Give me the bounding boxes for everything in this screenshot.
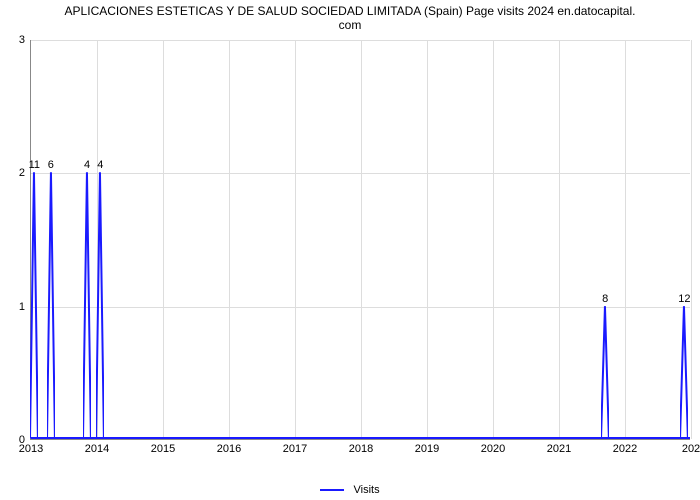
x-tick-label: 2014 <box>85 443 109 455</box>
legend-label: Visits <box>353 484 379 496</box>
x-tick-label: 2022 <box>613 443 637 455</box>
gridline-v <box>427 40 428 439</box>
title-line-1: APLICACIONES ESTETICAS Y DE SALUD SOCIED… <box>65 4 636 18</box>
plot-area: 0123201320142015201620172018201920202021… <box>30 40 690 440</box>
gridline-v <box>691 40 692 439</box>
gridline-v <box>295 40 296 439</box>
spike-value-label: 4 <box>97 159 103 171</box>
visits-line-chart: 0123201320142015201620172018201920202021… <box>30 40 690 440</box>
title-line-2: com <box>339 18 362 32</box>
chart-title: APLICACIONES ESTETICAS Y DE SALUD SOCIED… <box>0 4 700 33</box>
legend-swatch <box>320 489 344 491</box>
spike-value-label: 8 <box>602 293 608 305</box>
x-tick-label: 2020 <box>481 443 505 455</box>
gridline-v <box>163 40 164 439</box>
x-tick-label: 2016 <box>217 443 241 455</box>
spike-value-label: 4 <box>84 159 90 171</box>
baseline <box>31 437 690 439</box>
gridline-v <box>229 40 230 439</box>
x-tick-label: 2021 <box>547 443 571 455</box>
data-spike <box>601 306 609 439</box>
x-tick-label: 2013 <box>19 443 43 455</box>
y-tick-label: 2 <box>19 167 25 179</box>
gridline-v <box>559 40 560 439</box>
gridline-v <box>361 40 362 439</box>
data-spike <box>680 306 688 439</box>
data-spike <box>47 172 55 439</box>
gridline-v <box>493 40 494 439</box>
gridline-v <box>625 40 626 439</box>
data-spike <box>30 172 38 439</box>
spike-value-label: 12 <box>678 293 690 305</box>
x-tick-label: 2017 <box>283 443 307 455</box>
y-tick-label: 1 <box>19 301 25 313</box>
x-tick-label: 2015 <box>151 443 175 455</box>
data-spike <box>96 172 104 439</box>
y-tick-label: 3 <box>19 34 25 46</box>
data-spike <box>83 172 91 439</box>
chart-legend: Visits <box>0 484 700 496</box>
x-tick-label: 2018 <box>349 443 373 455</box>
spike-value-label: 11 <box>29 159 40 171</box>
x-tick-label: 202 <box>682 443 700 455</box>
x-tick-label: 2019 <box>415 443 439 455</box>
spike-value-label: 6 <box>48 159 54 171</box>
